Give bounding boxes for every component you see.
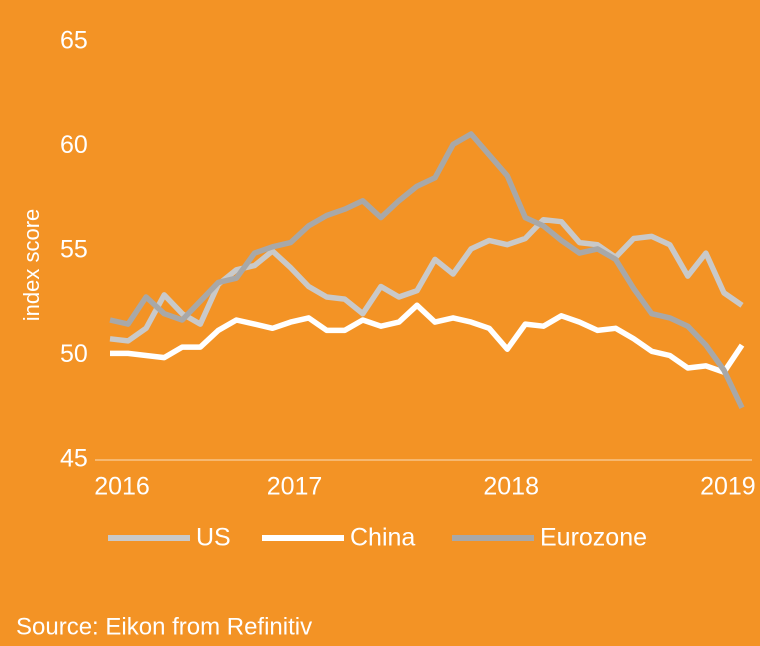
x-tick-label: 2017 [267,473,323,501]
y-tick-label: 65 [60,27,88,55]
y-tick-label: 55 [60,236,88,264]
y-tick-label: 45 [60,445,88,473]
x-tick-label: 2016 [94,473,150,501]
y-axis-label: index score [19,209,44,322]
series-line [110,302,745,375]
y-tick-label: 60 [60,131,88,159]
source: Source: Eikon from Refinitiv [16,613,312,640]
y-tick-label: 50 [60,340,88,368]
series-line [109,216,744,344]
legend-label: China [350,524,415,552]
series-line [109,131,745,409]
legend-label: Eurozone [540,524,647,552]
legend-label: US [196,524,231,552]
x-tick-label: 2018 [483,473,539,501]
x-tick-label: 2019 [700,473,756,501]
